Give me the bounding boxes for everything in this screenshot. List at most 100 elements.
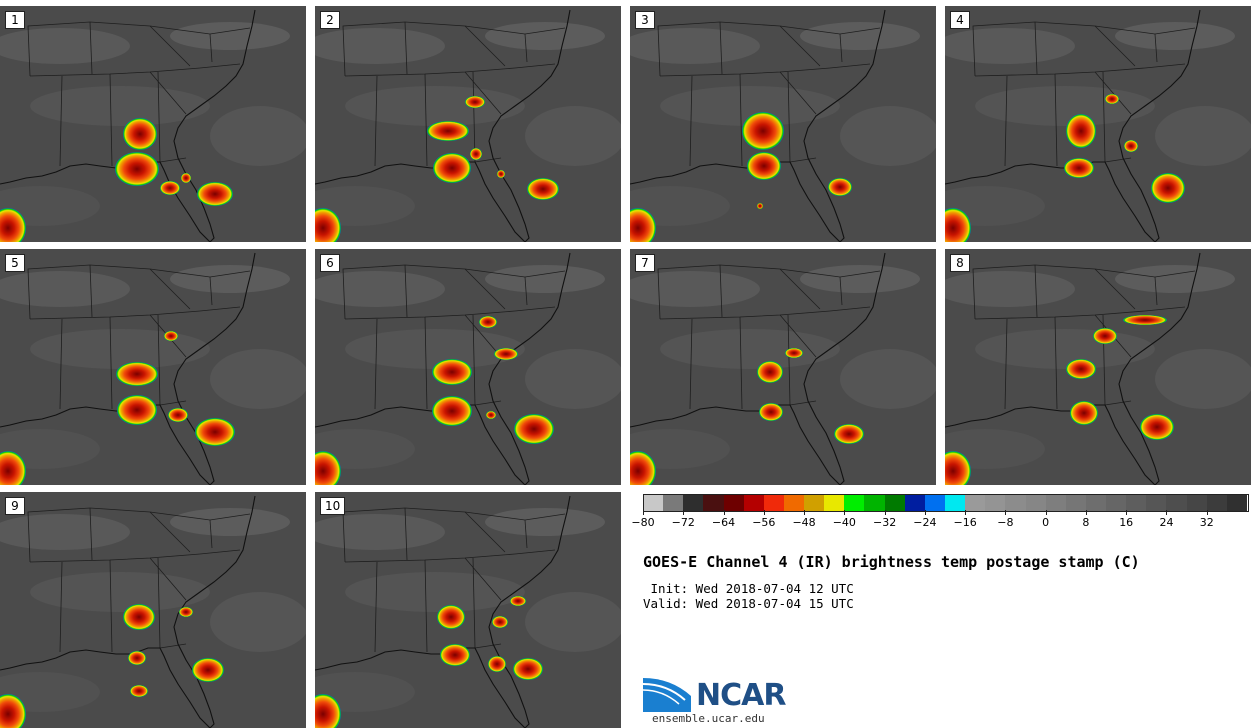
member-panel-8: 8: [945, 249, 1251, 485]
logo-url: ensemble.ucar.edu: [652, 712, 765, 725]
satellite-map: [630, 6, 936, 242]
colorbar-tick: [1085, 510, 1087, 515]
convection-cell: [828, 178, 852, 196]
satellite-map: [0, 6, 306, 242]
colorbar-tick: [723, 510, 725, 515]
colorbar-tick: [844, 510, 846, 515]
convection-cell: [785, 348, 803, 358]
convection-cell: [315, 694, 341, 728]
member-panel-2: 2: [315, 6, 621, 242]
colorbar-tick-label: −48: [792, 516, 816, 529]
colorbar-tick-label: −72: [671, 516, 695, 529]
colorbar-tick-label: −56: [752, 516, 776, 529]
convection-cell: [465, 96, 485, 108]
colorbar-tick-label: −64: [711, 516, 736, 529]
colorbar-tick: [924, 510, 926, 515]
colorbar-tick: [965, 510, 967, 515]
colorbar-tick-label: −80: [631, 516, 655, 529]
panel-number: 2: [320, 11, 340, 29]
convection-cell: [1066, 114, 1096, 148]
panel-number: 1: [5, 11, 25, 29]
satellite-map: [315, 492, 621, 728]
convection-cell: [195, 418, 235, 446]
convection-cell: [747, 152, 781, 180]
convection-cell: [945, 208, 971, 242]
colorbar-tick: [643, 510, 644, 515]
colorbar-tick: [1166, 510, 1168, 515]
convection-cell: [168, 408, 188, 422]
convection-cell: [160, 181, 180, 195]
colorbar-ticks: [643, 510, 1249, 516]
panel-number: 10: [320, 497, 346, 515]
colorbar-tick-label: 0: [1042, 516, 1050, 529]
colorbar-tick-label: −16: [953, 516, 977, 529]
satellite-map: [945, 6, 1251, 242]
convection-cell: [1066, 359, 1096, 379]
satellite-map: [945, 249, 1251, 485]
member-panel-7: 7: [630, 249, 936, 485]
member-panel-10: 10: [315, 492, 621, 728]
convection-cell: [0, 694, 26, 728]
colorbar-tick-label: −8: [997, 516, 1014, 529]
panel-number: 5: [5, 254, 25, 272]
convection-cell: [757, 203, 763, 209]
satellite-map: [0, 492, 306, 728]
convection-cell: [123, 118, 157, 150]
convection-cell: [1093, 328, 1117, 344]
convection-cell: [440, 644, 470, 666]
satellite-map: [315, 249, 621, 485]
convection-cell: [179, 607, 193, 617]
colorbar-tick: [1005, 510, 1007, 515]
convection-cell: [1124, 140, 1138, 152]
panel-number: 4: [950, 11, 970, 29]
convection-cell: [742, 112, 784, 150]
colorbar-tick: [1126, 510, 1128, 515]
convection-cell: [1105, 94, 1119, 104]
convection-cell: [494, 348, 518, 360]
member-panel-9: 9: [0, 492, 306, 728]
init-time: Init: Wed 2018-07-04 12 UTC: [643, 581, 854, 596]
convection-cell: [0, 208, 26, 242]
convection-cell: [197, 182, 233, 206]
panel-number: 9: [5, 497, 25, 515]
convection-cell: [1140, 414, 1174, 440]
colorbar-tick-label: 24: [1159, 516, 1174, 529]
colorbar-tick: [1206, 510, 1208, 515]
convection-cell: [130, 685, 148, 697]
convection-cell: [1070, 401, 1098, 425]
colorbar-tick-labels: −80 −72 −64 −56 −48 −40 −32 −24 −16 −8 0 8 16 24 32: [631, 516, 1260, 530]
convection-cell: [315, 208, 341, 242]
colorbar-tick-label: −40: [832, 516, 856, 529]
logo-text: NCAR: [696, 678, 786, 713]
convection-cell: [834, 424, 864, 444]
convection-cell: [115, 152, 159, 186]
colorbar-tick: [683, 510, 685, 515]
convection-cell: [527, 178, 559, 200]
colorbar-tick-label: 8: [1082, 516, 1090, 529]
convection-cell: [192, 658, 224, 682]
convection-cell: [0, 451, 26, 485]
member-panel-4: 4: [945, 6, 1251, 242]
convection-cell: [116, 362, 158, 386]
convection-cell: [432, 359, 472, 385]
colorbar-tick: [804, 510, 806, 515]
convection-cell: [123, 604, 155, 630]
member-panel-5: 5: [0, 249, 306, 485]
convection-cell: [437, 605, 465, 629]
convection-cell: [432, 396, 472, 426]
convection-cell: [1123, 315, 1167, 325]
convection-cell: [488, 656, 506, 672]
member-panel-3: 3: [630, 6, 936, 242]
colorbar-frame: [643, 494, 1249, 512]
convection-cell: [181, 173, 191, 183]
panel-number: 7: [635, 254, 655, 272]
ncar-logo-icon: [643, 678, 691, 712]
convection-cell: [433, 153, 471, 183]
convection-cell: [315, 451, 341, 485]
member-panel-6: 6: [315, 249, 621, 485]
convection-cell: [497, 170, 505, 178]
convection-cell: [757, 361, 783, 383]
colorbar-tick: [763, 510, 765, 515]
convection-cell: [945, 451, 971, 485]
convection-cell: [164, 331, 178, 341]
